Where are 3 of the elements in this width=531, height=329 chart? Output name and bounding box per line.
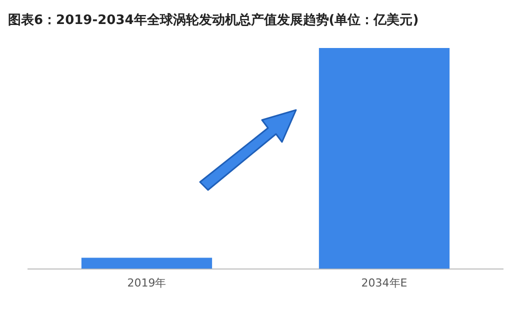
chart-title: 图表6：2019-2034年全球涡轮发动机总产值发展趋势(单位：亿美元) bbox=[8, 12, 420, 30]
x-tick-label: 2019年 bbox=[127, 276, 166, 290]
x-tick-label: 2034年E bbox=[361, 276, 408, 290]
